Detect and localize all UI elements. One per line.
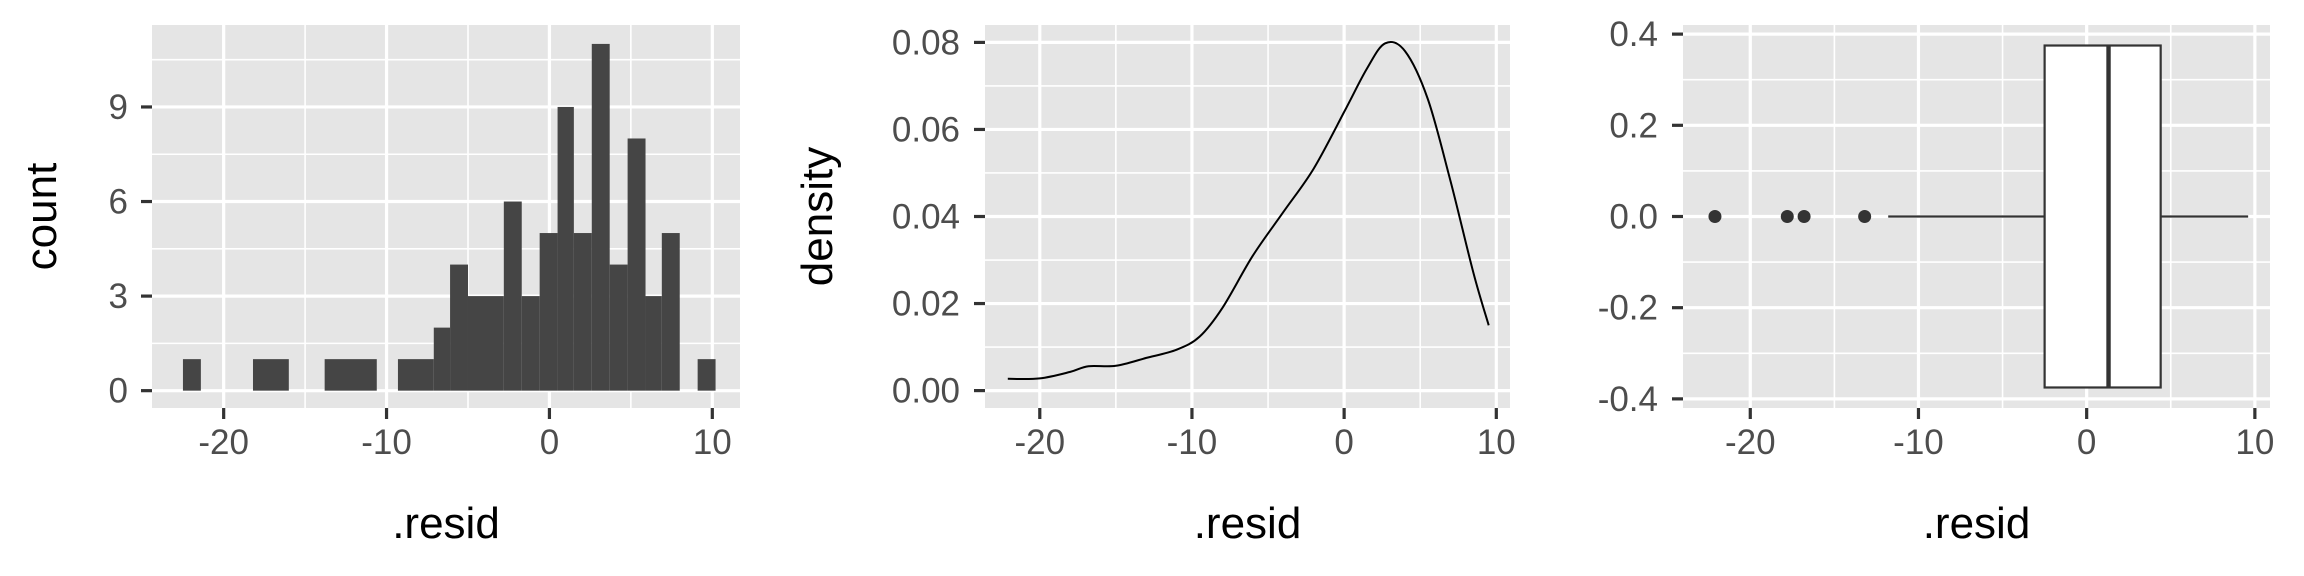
- histogram-bar-14: [609, 264, 628, 391]
- histogram-bar-10: [539, 233, 558, 391]
- panel-3: -20 -10 0 10 -0.4 -0.2 0.0 0.2 0.4 .resid: [1598, 15, 2275, 548]
- histogram-bar-3: [324, 359, 377, 391]
- y-tick-label: 0.06: [892, 110, 960, 149]
- histogram-bar-11: [557, 106, 574, 391]
- outlier-point-1: [1708, 210, 1722, 223]
- y-tick-label: 3: [109, 277, 128, 316]
- histogram-bar-12: [573, 233, 592, 391]
- y-tick-label: 0: [109, 372, 128, 411]
- outlier-point-4: [1858, 210, 1872, 223]
- x-tick-label: 10: [1477, 423, 1516, 462]
- y-tick-label: 0.08: [892, 23, 960, 62]
- x-tick-label: 10: [2235, 423, 2274, 462]
- histogram-bar-17: [661, 233, 680, 391]
- y-axis-title: count: [17, 163, 66, 271]
- histogram-bar-7: [467, 296, 504, 391]
- box-iqr: [2043, 44, 2162, 389]
- histogram-bar-9: [521, 296, 540, 391]
- panel-1: -20 -10 0 10 0 3 6 9 .resid count: [17, 25, 740, 548]
- histogram-bar-2: [252, 359, 289, 391]
- histogram-bar-8: [503, 201, 522, 391]
- y-tick-label: 0.02: [892, 285, 960, 324]
- x-tick-label: 0: [1334, 423, 1353, 462]
- x-axis-title: .resid: [392, 499, 500, 548]
- y-tick-label: 6: [109, 183, 128, 222]
- x-tick-label: -20: [1725, 423, 1776, 462]
- x-axis-title: .resid: [1194, 499, 1302, 548]
- y-tick-label: 0.0: [1609, 198, 1658, 237]
- x-axis-title: .resid: [1923, 499, 2031, 548]
- y-tick-label: 0.00: [892, 372, 960, 411]
- y-tick-label: 9: [109, 88, 128, 127]
- histogram-bar-16: [645, 296, 662, 391]
- histogram-bar-6: [450, 264, 468, 391]
- y-tick-label: 0.4: [1609, 15, 1658, 54]
- density-curve: [1007, 40, 1490, 381]
- x-tick-label: 0: [540, 423, 559, 462]
- x-tick-label: -10: [361, 423, 412, 462]
- y-tick-label: 0.2: [1609, 106, 1658, 145]
- histogram-bar-13: [591, 43, 610, 391]
- histogram-bar-15: [627, 138, 646, 391]
- x-tick-label: -20: [1014, 423, 1065, 462]
- x-tick-label: -10: [1167, 423, 1218, 462]
- x-tick-label: 10: [693, 423, 732, 462]
- x-tick-label: -10: [1893, 423, 1944, 462]
- x-tick-label: 0: [2077, 423, 2096, 462]
- y-tick-label: -0.4: [1598, 380, 1658, 419]
- y-tick-label: 0.04: [892, 198, 960, 237]
- histogram-bar-1: [182, 359, 201, 391]
- x-tick-label: -20: [198, 423, 249, 462]
- histogram-bar-18: [697, 359, 716, 391]
- histogram-bar-4: [397, 359, 434, 391]
- y-tick-label: -0.2: [1598, 289, 1658, 328]
- y-axis-title: density: [793, 147, 842, 286]
- outlier-point-3: [1797, 210, 1811, 223]
- outlier-point-2: [1780, 210, 1794, 223]
- histogram-bar-5: [433, 327, 451, 391]
- panel-2: -20 -10 0 10 0.00 0.02 0.04 0.06 0.08 .resid densi…: [793, 23, 1516, 548]
